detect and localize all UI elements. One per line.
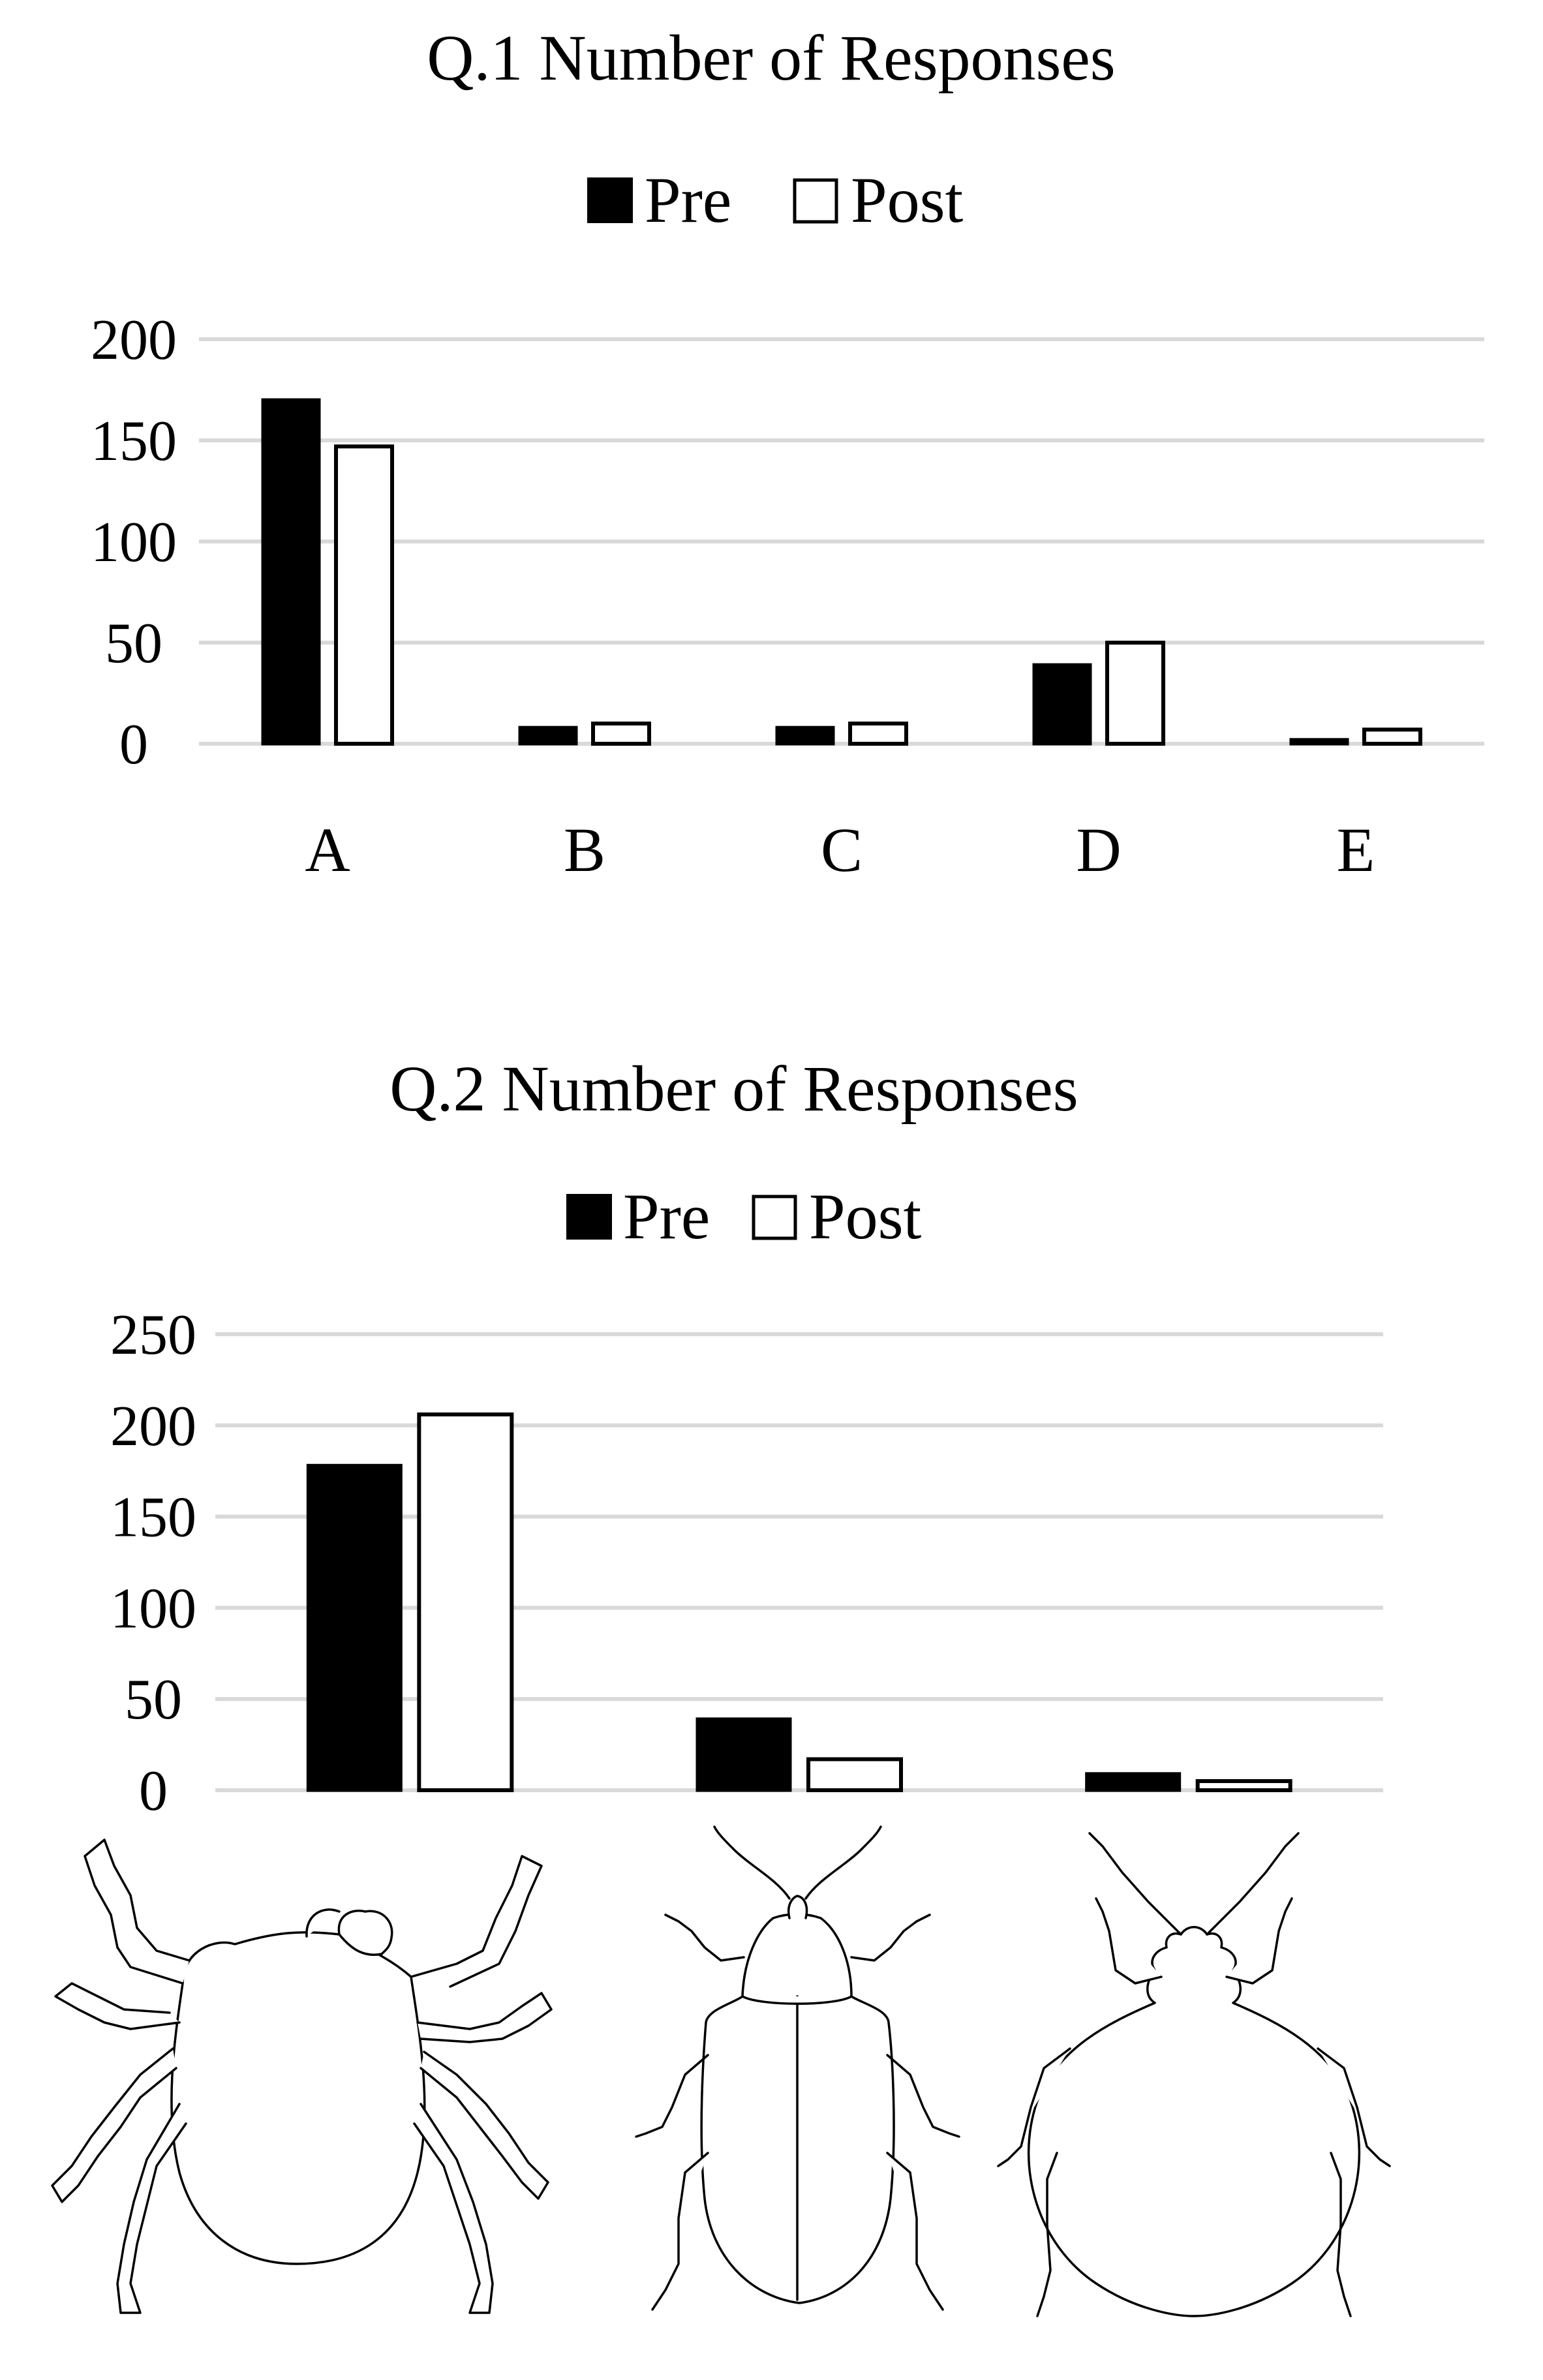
y-tick-label: 50 <box>125 1668 182 1732</box>
gridlines <box>199 337 1484 746</box>
bar-pre-a <box>261 398 321 746</box>
bar-post-c <box>848 722 908 746</box>
bar-pre-e <box>1289 738 1349 746</box>
y-tick-label: 0 <box>139 1760 168 1823</box>
y-tick-label: 0 <box>119 713 148 776</box>
y-tick-label: 150 <box>91 410 177 473</box>
bar-post-weevil <box>806 1757 903 1793</box>
legend-swatch-pre <box>566 1194 612 1240</box>
legend-swatch-post <box>793 178 838 224</box>
legend-swatch-post <box>752 1195 797 1240</box>
y-tick-label: 150 <box>110 1486 196 1549</box>
bed-bug-icon <box>997 1832 1391 2317</box>
weevil-icon <box>635 1825 960 2311</box>
y-tick-label: 200 <box>91 309 177 372</box>
bar-post-e <box>1362 727 1422 746</box>
chart-q2: Q.2 Number of Responses Pre Post 0 50 100 1… <box>51 1052 1391 2317</box>
bar-pre-b <box>518 725 578 746</box>
legend-label-pre: Pre <box>645 164 731 236</box>
bars <box>261 398 1422 746</box>
chart-title: Q.2 Number of Responses <box>390 1052 1078 1125</box>
y-axis-ticks: 0 50 100 150 200 250 <box>110 1304 196 1823</box>
bar-post-bed-bug <box>1195 1779 1292 1793</box>
x-tick-label: D <box>1076 815 1121 885</box>
y-tick-label: 200 <box>110 1395 196 1458</box>
x-axis-labels: A B C D E <box>305 815 1375 885</box>
x-tick-label: B <box>564 815 605 885</box>
bars <box>306 1412 1292 1793</box>
legend: Pre Post <box>587 164 964 236</box>
bar-pre-d <box>1032 663 1092 746</box>
bar-post-tick <box>417 1412 514 1792</box>
chart-q1: Q.1 Number of Responses Pre Post 0 50 100 1… <box>91 22 1484 885</box>
y-tick-label: 250 <box>110 1304 196 1367</box>
legend-swatch-pre <box>587 177 633 223</box>
y-tick-label: 50 <box>105 612 162 675</box>
bar-pre-c <box>775 725 835 746</box>
legend-label-post: Post <box>809 1180 922 1253</box>
bar-post-d <box>1105 641 1165 746</box>
gridlines <box>215 1332 1383 1792</box>
legend-label-post: Post <box>851 164 964 236</box>
y-tick-label: 100 <box>91 511 177 574</box>
y-axis-ticks: 0 50 100 150 200 <box>91 309 177 776</box>
chart-title: Q.1 Number of Responses <box>427 22 1115 94</box>
tick-icon <box>51 1838 553 2314</box>
bar-post-a <box>334 444 394 746</box>
legend: Pre Post <box>566 1180 922 1253</box>
x-tick-label: A <box>305 815 350 885</box>
bar-pre-tick <box>306 1463 403 1792</box>
bar-post-b <box>591 722 651 746</box>
y-tick-label: 100 <box>110 1577 196 1640</box>
x-tick-label: E <box>1337 815 1375 885</box>
bar-pre-weevil <box>695 1717 792 1792</box>
bar-pre-bed-bug <box>1085 1772 1182 1792</box>
legend-label-pre: Pre <box>623 1180 710 1253</box>
x-tick-label: C <box>821 815 863 885</box>
